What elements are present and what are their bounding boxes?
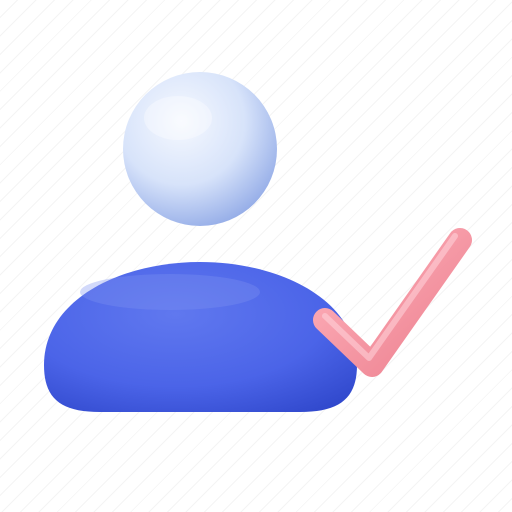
user-body <box>44 262 357 412</box>
user-head <box>123 72 277 226</box>
checkmark <box>313 228 472 377</box>
